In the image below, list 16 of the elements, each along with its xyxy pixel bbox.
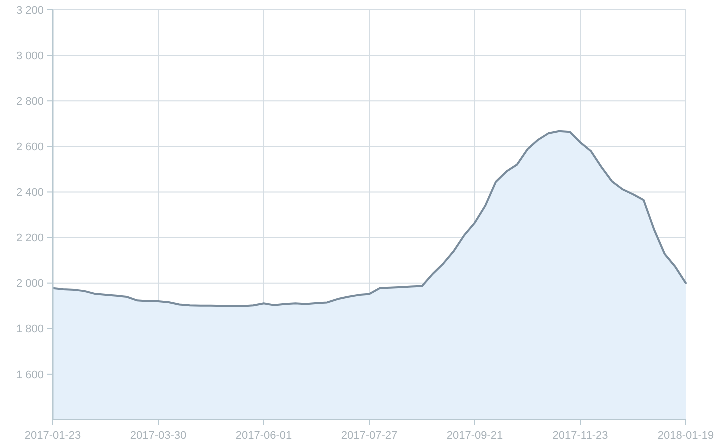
y-tick-label: 3 200 xyxy=(16,4,44,17)
y-tick-label: 2 600 xyxy=(16,142,44,154)
y-tick-label: 2 800 xyxy=(16,96,44,108)
x-tick-label: 2017-11-23 xyxy=(552,430,608,442)
y-tick-label: 2 400 xyxy=(16,187,44,200)
y-tick-label: 2 200 xyxy=(16,232,44,245)
y-tick-label: 1 800 xyxy=(16,324,44,336)
x-tick-label: 2018-01-19 xyxy=(658,430,714,442)
y-tick-label: 2 000 xyxy=(16,278,44,290)
y-tick-label: 1 600 xyxy=(16,369,44,382)
x-tick-label: 2017-01-23 xyxy=(24,430,82,442)
x-tick-label: 2017-06-01 xyxy=(236,430,292,442)
y-tick-label: 3 000 xyxy=(16,50,44,62)
x-tick-label: 2017-03-30 xyxy=(130,430,187,442)
x-tick-label: 2017-09-21 xyxy=(446,430,504,442)
x-tick-label: 2017-07-27 xyxy=(341,430,398,442)
